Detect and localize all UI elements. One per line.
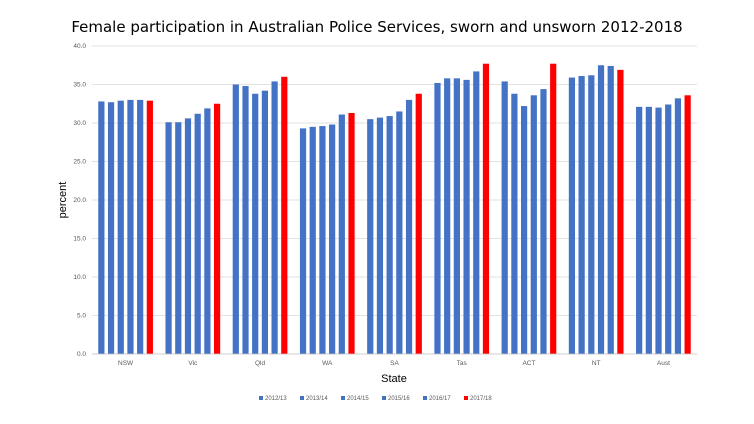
x-tick-label: NSW (118, 360, 134, 367)
bar (396, 111, 403, 354)
bar (588, 75, 595, 354)
gridlines (92, 45, 697, 316)
legend-label: 2012/13 (265, 396, 287, 402)
x-tick-label: NT (592, 360, 601, 367)
bar (597, 65, 605, 354)
legend-swatch (300, 396, 304, 400)
bar (271, 81, 278, 355)
legend-label: 2013/14 (306, 396, 328, 402)
bar (511, 93, 518, 355)
bar (299, 128, 307, 354)
bar (98, 101, 105, 354)
bar (645, 106, 652, 354)
y-tick-label: 5.0 (77, 313, 86, 320)
bar (530, 95, 537, 354)
legend-swatch (259, 396, 263, 400)
bar (242, 86, 249, 354)
y-tick-label: 0.0 (77, 351, 86, 358)
legend-label: 2014/15 (347, 396, 369, 402)
bar (386, 116, 393, 354)
bar (444, 78, 451, 354)
bar (348, 112, 355, 355)
bar (107, 102, 115, 355)
bar (184, 118, 192, 354)
y-axis-title: percent (57, 182, 69, 219)
y-tick-label: 20.0 (73, 197, 86, 204)
bar (127, 99, 134, 355)
bar (367, 119, 374, 355)
bar (482, 63, 490, 355)
bar (146, 100, 153, 354)
bar (684, 95, 691, 354)
bar (617, 69, 624, 355)
legend-swatch (423, 396, 427, 400)
bar (319, 126, 326, 354)
bar (568, 77, 576, 354)
y-tick-label: 25.0 (73, 159, 86, 166)
bar (636, 106, 643, 354)
bar (194, 113, 201, 354)
x-axis-ticks: NSW Vic Qld WA SA Tas ACT NT Aust (118, 360, 670, 367)
y-axis-ticks: 0.0 5.0 10.0 15.0 20.0 25.0 30.0 35.0 40.0 (73, 43, 86, 358)
x-tick-label: Aust (657, 360, 670, 367)
bar (415, 93, 422, 355)
y-tick-label: 15.0 (73, 236, 86, 243)
bar (213, 103, 221, 354)
chart-title: Female participation in Australian Polic… (71, 18, 682, 36)
bar (338, 114, 345, 354)
x-tick-label: Tas (457, 360, 468, 367)
bar (309, 126, 316, 354)
x-tick-label: Vic (188, 360, 198, 367)
x-tick-label: Qld (255, 360, 266, 367)
bar (473, 71, 480, 354)
y-tick-label: 40.0 (73, 43, 86, 50)
bar (501, 81, 508, 355)
bar (261, 90, 269, 354)
bars (98, 63, 691, 355)
bar (434, 82, 441, 355)
bar (578, 76, 585, 354)
legend: 2012/13 2013/14 2014/15 2015/16 2016/17 2017/… (259, 396, 492, 402)
legend-label: 2015/16 (388, 396, 410, 402)
bar (175, 122, 182, 354)
bar (281, 76, 288, 355)
bar (137, 99, 144, 355)
bar (520, 106, 528, 354)
bar (674, 98, 682, 354)
bar (665, 104, 672, 355)
bar (453, 78, 460, 354)
bar (376, 117, 384, 354)
bar (117, 100, 124, 354)
legend-label: 2016/17 (429, 396, 451, 402)
bar (232, 84, 239, 354)
legend-swatch (464, 396, 468, 400)
x-axis-title: State (381, 373, 407, 385)
x-tick-label: ACT (522, 360, 535, 367)
bar (405, 99, 413, 355)
legend-label: 2017/18 (470, 396, 492, 402)
bar (607, 66, 614, 355)
bar (252, 93, 259, 355)
bar (550, 63, 557, 355)
bar (540, 89, 547, 355)
bar (204, 108, 211, 355)
y-tick-label: 35.0 (73, 82, 86, 89)
legend-swatch (341, 396, 345, 400)
x-tick-label: WA (322, 360, 333, 367)
bar (165, 122, 172, 354)
x-tick-label: SA (390, 360, 399, 367)
bar (655, 107, 662, 354)
bar (329, 124, 336, 354)
bar (463, 79, 470, 354)
y-tick-label: 30.0 (73, 120, 86, 127)
legend-swatch (382, 396, 386, 400)
y-tick-label: 10.0 (73, 274, 86, 281)
